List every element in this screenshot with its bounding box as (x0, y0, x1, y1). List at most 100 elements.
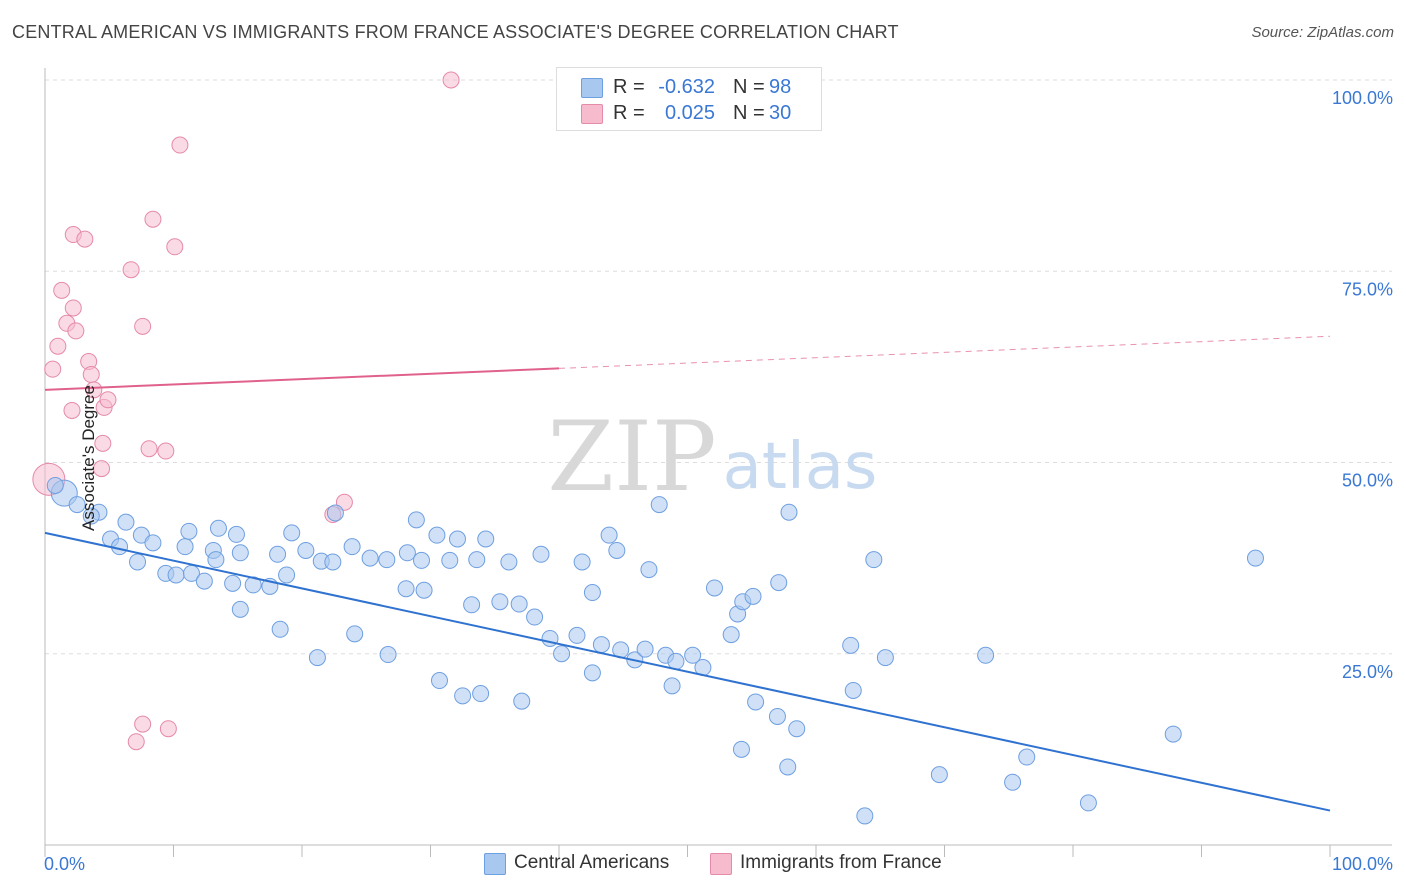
data-point-central-americans (930, 766, 948, 784)
data-point-central-americans (346, 625, 364, 643)
data-point-immigrants-from-france (442, 71, 460, 89)
data-point-central-americans (227, 525, 245, 543)
data-point-central-americans (684, 646, 702, 664)
data-point-central-americans (117, 513, 135, 531)
series-central-americans (46, 476, 1264, 825)
axes (44, 68, 1392, 857)
data-point-central-americans (378, 551, 396, 569)
chart-title: CENTRAL AMERICAN VS IMMIGRANTS FROM FRAN… (12, 22, 899, 42)
data-point-immigrants-from-france (93, 460, 111, 478)
watermark-atlas: atlas (723, 430, 878, 504)
y-tick-label: 75.0% (1342, 279, 1393, 299)
tick-labels: 25.0% 50.0% 75.0% 100.0% 0.0% 100.0% (44, 88, 1393, 874)
data-point-central-americans (977, 646, 995, 664)
data-point-central-americans (415, 581, 433, 599)
data-point-immigrants-from-france (53, 281, 71, 299)
y-tick-label: 50.0% (1342, 471, 1393, 491)
data-point-central-americans (231, 600, 249, 618)
data-point-immigrants-from-france (85, 381, 103, 399)
data-point-central-americans (788, 720, 806, 738)
data-point-central-americans (608, 541, 626, 559)
data-point-central-americans (297, 541, 315, 559)
y-tick-label: 100.0% (1332, 88, 1393, 108)
data-point-central-americans (1246, 549, 1264, 567)
data-point-immigrants-from-france (127, 733, 145, 751)
y-tick-label: 25.0% (1342, 662, 1393, 682)
data-point-immigrants-from-france (122, 261, 140, 279)
data-point-central-americans (526, 608, 544, 626)
blue-swatch (581, 78, 603, 98)
data-point-central-americans (398, 544, 416, 562)
data-point-central-americans (856, 807, 874, 825)
data-point-central-americans (176, 538, 194, 556)
data-point-immigrants-from-france (166, 238, 184, 256)
legend-label: Immigrants from France (740, 852, 942, 873)
data-point-central-americans (468, 551, 486, 569)
data-point-immigrants-from-france (140, 440, 158, 458)
data-point-central-americans (271, 620, 289, 638)
data-point-immigrants-from-france (157, 442, 175, 460)
data-point-central-americans (324, 553, 342, 571)
data-point-central-americans (592, 636, 610, 654)
data-point-central-americans (844, 681, 862, 699)
data-point-central-americans (68, 496, 86, 514)
data-point-central-americans (568, 626, 586, 644)
data-point-central-americans (379, 646, 397, 664)
legend-label: Central Americans (514, 852, 670, 873)
data-point-central-americans (430, 672, 448, 690)
data-point-central-americans (663, 677, 681, 695)
r-label: R = (613, 76, 645, 98)
watermark-zip: ZIP (547, 401, 716, 513)
data-point-central-americans (1018, 748, 1036, 766)
data-point-central-americans (573, 553, 591, 571)
data-point-central-americans (167, 566, 185, 584)
data-point-immigrants-from-france (99, 391, 117, 409)
data-point-central-americans (463, 596, 481, 614)
data-point-central-americans (129, 553, 147, 571)
data-point-central-americans (343, 538, 361, 556)
trend-lines (44, 335, 1331, 812)
data-point-immigrants-from-france (159, 720, 177, 738)
data-point-central-americans (326, 504, 344, 522)
data-point-immigrants-from-france (171, 136, 189, 154)
trend-line-immigrants-from-france (44, 367, 560, 391)
data-point-immigrants-from-france (76, 230, 94, 248)
data-point-central-americans (780, 503, 798, 521)
trend-line-central-americans (44, 531, 1331, 812)
data-point-immigrants-from-france (82, 366, 100, 384)
data-point-central-americans (448, 530, 466, 548)
data-point-central-americans (231, 544, 249, 562)
data-point-central-americans (600, 526, 618, 544)
data-point-central-americans (636, 640, 654, 658)
data-point-central-americans (209, 519, 227, 537)
data-point-central-americans (477, 530, 495, 548)
data-point-central-americans (640, 561, 658, 579)
data-point-central-americans (732, 740, 750, 758)
data-point-central-americans (454, 687, 472, 705)
data-point-central-americans (413, 551, 431, 569)
data-point-central-americans (510, 595, 528, 613)
blue-swatch (484, 853, 506, 875)
data-point-central-americans (397, 580, 415, 598)
pink-swatch (581, 104, 603, 124)
r-value: -0.632 (658, 76, 715, 98)
data-point-immigrants-from-france (134, 715, 152, 733)
n-label: N = (733, 76, 765, 98)
pink-swatch (710, 853, 732, 875)
data-point-central-americans (1079, 794, 1097, 812)
data-point-central-americans (195, 572, 213, 590)
data-point-central-americans (747, 693, 765, 711)
data-point-central-americans (46, 476, 64, 494)
data-point-immigrants-from-france (94, 434, 112, 452)
data-point-central-americans (1004, 773, 1022, 791)
data-point-central-americans (842, 636, 860, 654)
r-label: R = (613, 102, 645, 124)
series-immigrants-from-france (32, 71, 460, 751)
data-point-central-americans (532, 545, 550, 563)
source-label: Source: ZipAtlas.com (1251, 24, 1394, 41)
data-point-central-americans (744, 587, 762, 605)
n-label: N = (733, 102, 765, 124)
data-point-central-americans (207, 551, 225, 569)
data-point-central-americans (583, 584, 601, 602)
